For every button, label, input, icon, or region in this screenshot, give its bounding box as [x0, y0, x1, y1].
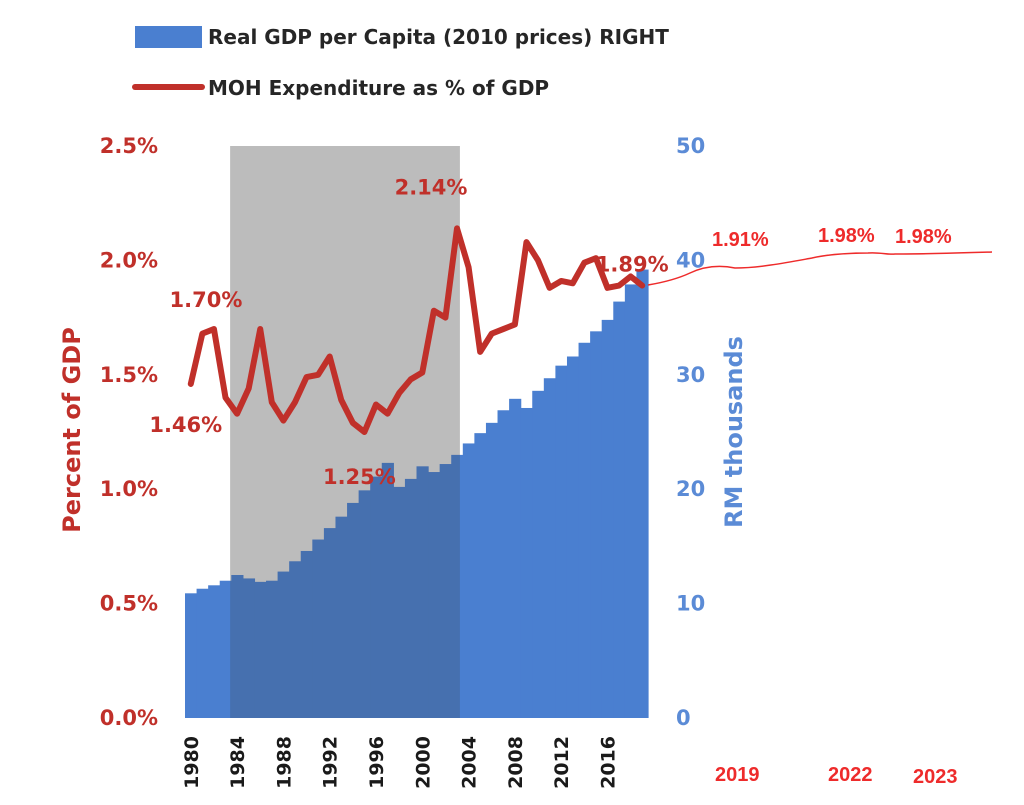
gdp-bar: [277, 571, 290, 718]
moh-line: [187, 225, 646, 435]
projection-label-1: 1.91%: [712, 229, 769, 251]
left-axis-title: Percent of GDP: [58, 327, 86, 533]
gdp-bar: [566, 356, 580, 718]
x-tick-label: 2008: [505, 736, 527, 789]
gdp-bar: [497, 410, 510, 718]
gdp-bar: [462, 443, 475, 718]
handwritten-projection: 1.91% 1.98% 1.98% 2019 2022 2023: [647, 225, 993, 788]
gdp-bar: [312, 539, 325, 718]
right-tick-label: 10: [676, 592, 705, 616]
gdp-bar: [289, 561, 302, 718]
gdp-bar: [242, 578, 256, 718]
data-labels: 1.70% 1.46% 1.25% 2.14% 1.89%: [149, 175, 668, 489]
gdp-bar: [601, 319, 614, 718]
x-tick-label: 2000: [412, 736, 434, 789]
left-tick-label: 1.5%: [100, 363, 158, 387]
legend-label-bar: Real GDP per Capita (2010 prices) RIGHT: [208, 25, 669, 49]
left-tick-label: 0.0%: [100, 706, 158, 730]
gdp-bar: [231, 575, 244, 718]
x-tick-label: 1992: [320, 736, 342, 789]
gdp-bar: [370, 476, 383, 718]
gdp-bar: [347, 502, 360, 718]
gdp-bar: [532, 390, 545, 718]
left-tick-label: 2.5%: [100, 134, 158, 158]
gdp-bar: [208, 585, 221, 718]
x-axis-ticks: 1980 1984 1988 1992 1996 2000 2004 2008 2012 2016: [181, 736, 620, 789]
gdp-bar: [300, 550, 313, 718]
gdp-bar: [266, 580, 279, 718]
gdp-bar: [485, 422, 499, 718]
gdp-bar: [578, 342, 591, 718]
gdp-bar: [520, 407, 533, 718]
x-tick-label: 1980: [181, 736, 203, 789]
left-tick-label: 0.5%: [100, 592, 158, 616]
data-label: 1.89%: [596, 253, 669, 277]
x-tick-label: 2012: [551, 736, 573, 789]
gdp-bar: [219, 580, 232, 718]
data-label: 1.70%: [170, 288, 243, 312]
right-tick-label: 30: [676, 363, 705, 387]
shaded-period-overlay: [230, 146, 460, 718]
gdp-bar: [335, 516, 348, 718]
gdp-bar: [474, 433, 487, 718]
data-label: 2.14%: [395, 175, 468, 199]
gdp-bar: [404, 478, 418, 718]
x-tick-label: 1996: [366, 736, 388, 789]
right-axis-title: RM thousands: [720, 336, 748, 528]
data-label: 1.46%: [149, 413, 222, 437]
gdp-bar: [543, 378, 556, 718]
legend: Real GDP per Capita (2010 prices) RIGHT …: [132, 25, 669, 100]
gdp-bar: [185, 593, 198, 718]
gdp-bar: [613, 301, 626, 718]
gdp-bar: [416, 466, 429, 718]
gdp-bar: [323, 528, 337, 718]
gdp-bar: [393, 486, 406, 718]
projection-year-1: 2019: [715, 764, 760, 786]
legend-swatch-bar: [135, 26, 202, 48]
gdp-bar: [590, 331, 603, 718]
gdp-bar: [636, 269, 649, 718]
gdp-bar: [381, 462, 394, 718]
projection-year-3: 2023: [913, 766, 958, 788]
right-tick-label: 0: [676, 706, 691, 730]
x-tick-label: 2004: [459, 736, 481, 789]
gdp-bar: [624, 284, 638, 718]
right-tick-label: 20: [676, 477, 705, 501]
left-axis-ticks: 0.0% 0.5% 1.0% 1.5% 2.0% 2.5%: [100, 134, 158, 730]
gdp-bar: [555, 365, 568, 718]
legend-label-line: MOH Expenditure as % of GDP: [208, 76, 549, 100]
data-label: 1.25%: [323, 465, 396, 489]
left-tick-label: 2.0%: [100, 248, 158, 272]
gdp-bar: [358, 490, 371, 718]
projection-year-2: 2022: [828, 764, 873, 786]
right-tick-label: 50: [676, 134, 705, 158]
gdp-bar: [196, 588, 209, 718]
gdp-bar: [428, 472, 441, 718]
gdp-bar: [509, 398, 522, 718]
projection-line: [647, 251, 993, 286]
x-tick-label: 2016: [597, 736, 619, 789]
gdp-bar: [451, 454, 464, 718]
gdp-bars: [185, 269, 649, 718]
left-tick-label: 1.0%: [100, 477, 158, 501]
gdp-bar: [439, 464, 452, 718]
x-tick-label: 1984: [227, 736, 249, 789]
x-tick-label: 1988: [273, 736, 295, 789]
projection-label-2: 1.98%: [818, 225, 875, 247]
projection-label-3: 1.98%: [895, 226, 952, 248]
gdp-bar: [254, 581, 267, 718]
